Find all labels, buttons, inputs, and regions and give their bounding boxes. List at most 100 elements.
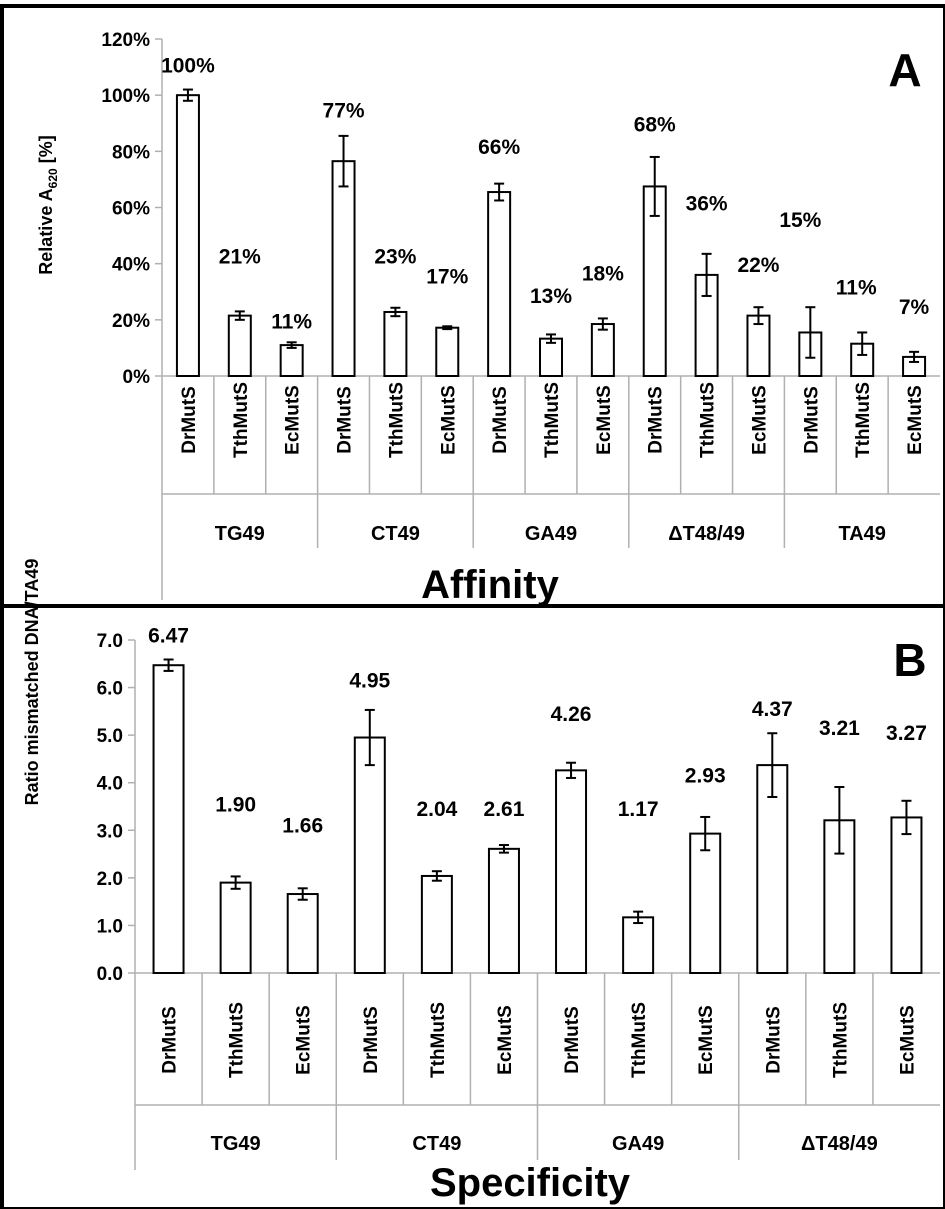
panel-a-title: Affinity — [421, 563, 560, 607]
data-label: 17% — [426, 265, 468, 288]
data-label: 15% — [779, 209, 821, 232]
group-label: GA49 — [612, 1133, 664, 1155]
bar — [353, 736, 386, 974]
data-label: 11% — [271, 310, 312, 333]
data-label: 66% — [478, 136, 520, 159]
group-label: TG49 — [215, 523, 265, 545]
bar — [622, 916, 655, 975]
group-label: ΔT48/49 — [668, 523, 745, 545]
category-label: EcMutS — [749, 385, 770, 455]
data-label: 100% — [161, 55, 215, 78]
bar — [219, 881, 252, 974]
category-label: TthMutS — [629, 1002, 650, 1078]
bar — [420, 874, 453, 974]
category-label: EcMutS — [283, 385, 304, 455]
group-label: CT49 — [371, 523, 420, 545]
category-label: DrMutS — [801, 386, 822, 454]
data-label: 2.61 — [484, 798, 525, 821]
bar — [279, 344, 304, 378]
panel-b-letter: B — [893, 634, 926, 686]
data-label: 13% — [530, 285, 572, 308]
bar — [152, 664, 185, 974]
y-tick-label: 5.0 — [97, 726, 123, 747]
bar — [539, 337, 563, 378]
category-label: DrMutS — [160, 1006, 181, 1074]
data-label: 1.66 — [282, 815, 323, 838]
group-label: GA49 — [525, 523, 577, 545]
y-tick-label: 0% — [123, 367, 151, 388]
bar — [890, 816, 923, 974]
category-label: DrMutS — [562, 1006, 583, 1074]
panel-a-ylabel: Relative A620 [%] — [36, 135, 60, 274]
y-tick-label: 3.0 — [97, 821, 123, 842]
group-label: ΔT48/49 — [801, 1133, 878, 1155]
data-label: 3.27 — [886, 722, 927, 745]
y-tick-label: 20% — [112, 311, 150, 332]
y-tick-label: 40% — [112, 255, 150, 276]
data-label: 2.93 — [685, 765, 726, 788]
data-label: 4.26 — [551, 703, 592, 726]
data-label: 4.37 — [752, 698, 793, 721]
data-label: 1.90 — [215, 793, 256, 816]
data-label: 6.47 — [148, 624, 189, 647]
y-tick-label: 4.0 — [97, 774, 123, 795]
data-label: 68% — [634, 114, 676, 137]
category-label: TthMutS — [227, 1002, 248, 1078]
bar — [590, 323, 615, 378]
bar — [756, 764, 789, 974]
data-label: 21% — [219, 246, 261, 269]
y-tick-label: 60% — [112, 199, 150, 220]
category-label: TthMutS — [698, 382, 719, 458]
group-label: TG49 — [211, 1133, 261, 1155]
bar — [435, 326, 460, 377]
group-label: TA49 — [838, 523, 885, 545]
category-label: DrMutS — [490, 386, 511, 454]
category-label: DrMutS — [361, 1006, 382, 1074]
panel-b-title: Specificity — [430, 1161, 631, 1205]
data-label: 1.17 — [618, 798, 659, 821]
data-label: 4.95 — [349, 670, 390, 693]
data-label: 77% — [323, 100, 365, 123]
bar — [487, 191, 512, 377]
category-label: DrMutS — [763, 1006, 784, 1074]
data-label: 7% — [899, 296, 930, 319]
category-label: DrMutS — [179, 386, 200, 454]
category-label: TthMutS — [542, 382, 563, 458]
category-label: TthMutS — [386, 382, 407, 458]
y-tick-label: 0.0 — [97, 964, 123, 985]
category-label: EcMutS — [294, 1005, 315, 1075]
y-tick-label: 120% — [101, 30, 150, 51]
y-tick-label: 80% — [112, 142, 150, 163]
category-label: EcMutS — [696, 1005, 717, 1075]
panel-a-letter: A — [888, 44, 921, 96]
data-label: 3.21 — [819, 717, 860, 740]
bar — [383, 310, 408, 377]
bar — [331, 160, 356, 377]
y-tick-label: 1.0 — [97, 916, 123, 937]
category-label: TthMutS — [231, 382, 252, 458]
bar — [227, 314, 252, 377]
data-label: 2.04 — [416, 798, 457, 821]
data-label: 22% — [737, 254, 779, 277]
category-label: TthMutS — [428, 1002, 449, 1078]
bar — [175, 94, 200, 378]
category-label: TthMutS — [853, 382, 874, 458]
data-label: 11% — [836, 277, 877, 300]
y-tick-label: 6.0 — [97, 679, 123, 700]
bar — [487, 847, 520, 974]
panel-a-plot: 0% 20% 40% 60% 80% 100% 120% 100% DrMutS 21% TthMu… — [101, 30, 940, 600]
data-label: 18% — [582, 263, 624, 286]
category-label: EcMutS — [438, 385, 459, 455]
y-tick-label: 2.0 — [97, 869, 123, 890]
category-label: EcMutS — [594, 385, 615, 455]
y-tick-label: 7.0 — [97, 631, 123, 652]
category-label: EcMutS — [897, 1005, 918, 1075]
bar — [689, 832, 722, 975]
data-label: 36% — [686, 192, 728, 215]
y-tick-label: 100% — [101, 86, 150, 107]
category-label: TthMutS — [830, 1002, 851, 1078]
group-label: CT49 — [412, 1133, 461, 1155]
bar — [555, 769, 588, 974]
category-label: DrMutS — [335, 386, 356, 454]
